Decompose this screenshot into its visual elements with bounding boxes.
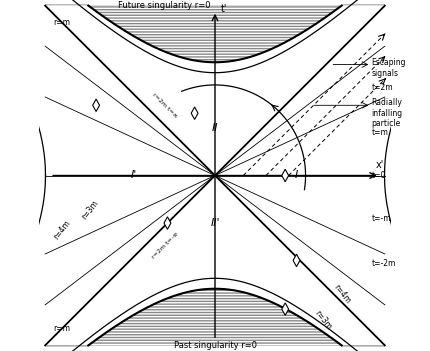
Text: r=m: r=m bbox=[54, 324, 71, 333]
Polygon shape bbox=[164, 217, 171, 229]
Text: Escaping
signals: Escaping signals bbox=[371, 58, 406, 78]
Polygon shape bbox=[293, 254, 300, 267]
Text: I': I' bbox=[130, 171, 137, 180]
Text: t=m: t=m bbox=[371, 128, 388, 137]
Text: r=3m: r=3m bbox=[312, 309, 333, 332]
Text: r=2m t=-∞: r=2m t=-∞ bbox=[151, 231, 179, 260]
Text: r=4m: r=4m bbox=[52, 218, 72, 241]
Text: t=-2m: t=-2m bbox=[371, 259, 396, 268]
Text: t=2m: t=2m bbox=[371, 83, 393, 92]
Polygon shape bbox=[45, 289, 385, 346]
Text: Radially
infalling
particle: Radially infalling particle bbox=[371, 98, 402, 128]
Text: t=-m: t=-m bbox=[371, 214, 391, 223]
Text: I: I bbox=[295, 171, 298, 180]
Text: r=2m t=∞: r=2m t=∞ bbox=[152, 92, 178, 119]
Text: t=0: t=0 bbox=[371, 171, 386, 180]
Text: II': II' bbox=[210, 218, 220, 228]
Text: r=4m: r=4m bbox=[332, 283, 352, 306]
Text: x': x' bbox=[376, 160, 384, 170]
Polygon shape bbox=[45, 5, 385, 62]
Polygon shape bbox=[191, 107, 198, 119]
Text: II: II bbox=[212, 123, 218, 133]
Text: Future singularity r=0: Future singularity r=0 bbox=[118, 1, 210, 10]
Polygon shape bbox=[93, 99, 99, 112]
Polygon shape bbox=[282, 169, 289, 182]
Polygon shape bbox=[282, 303, 289, 315]
Text: r=m: r=m bbox=[54, 18, 71, 27]
Text: Past singularity r=0: Past singularity r=0 bbox=[173, 341, 257, 350]
Text: r=3m: r=3m bbox=[80, 198, 101, 221]
Text: t': t' bbox=[221, 4, 227, 14]
